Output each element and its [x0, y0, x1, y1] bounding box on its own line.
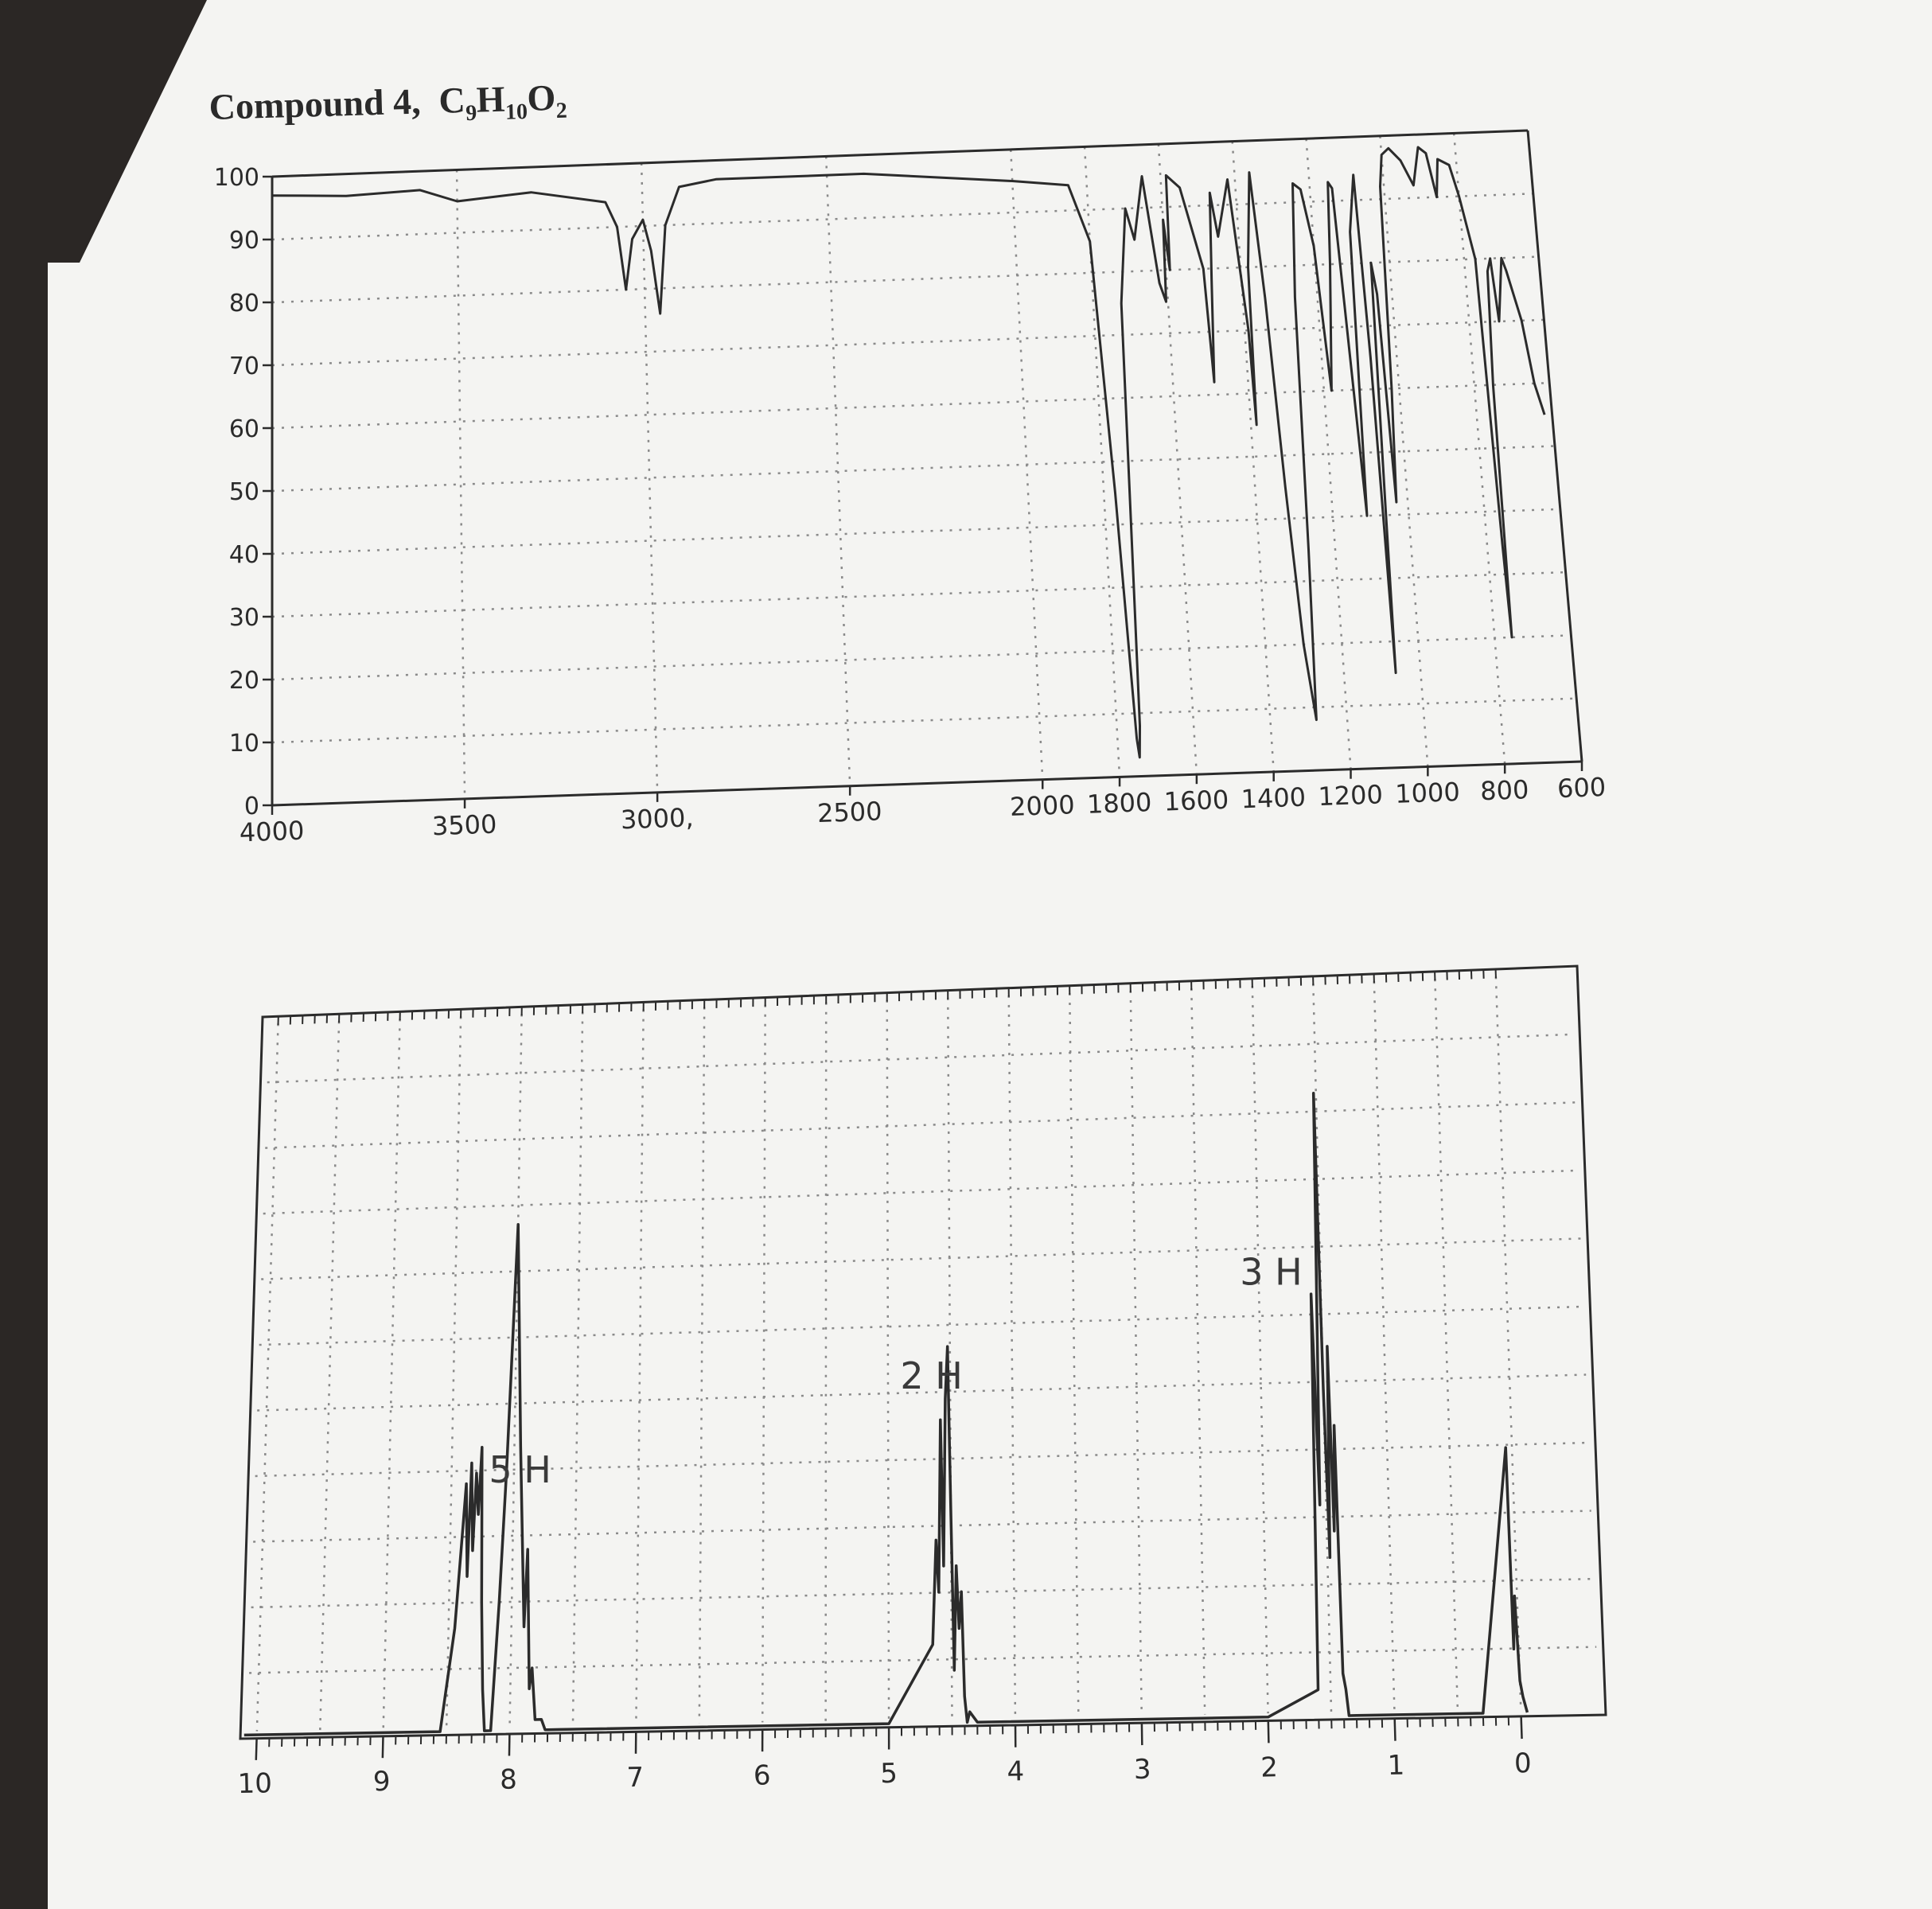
nmr-frame: [239, 964, 1607, 1740]
nmr-grid-line-v: [255, 1023, 279, 1732]
nmr-spectrum-trace: [243, 1092, 1529, 1737]
ir-y-tick-label: 30: [229, 604, 259, 632]
ir-x-tick-label: 4000: [239, 816, 305, 848]
nmr-x-tick-label: 5: [880, 1758, 898, 1790]
nmr-grid-line-h: [251, 1577, 1594, 1609]
formula-carbon-count: 9: [465, 100, 477, 127]
nmr-x-tick-label: 7: [626, 1762, 644, 1794]
nmr-x-tick-label: 8: [500, 1763, 517, 1795]
nmr-x-tick-label: 4: [1007, 1755, 1024, 1787]
nmr-grid-line-v: [1007, 995, 1017, 1718]
nmr-grid-line-v: [508, 1014, 523, 1727]
ir-y-tick-label: 0: [244, 793, 259, 820]
ir-x-tick-label: 600: [1556, 772, 1606, 804]
nmr-x-tick: [1267, 1720, 1270, 1743]
ir-y-tick-label: 90: [229, 227, 259, 255]
nmr-grid-line-v: [445, 1016, 462, 1728]
nmr-x-tick: [1520, 1716, 1523, 1740]
ir-x-tick-label: 800: [1480, 774, 1529, 806]
nmr-x-tick: [1393, 1718, 1396, 1741]
ir-y-tick-label: 50: [229, 478, 259, 506]
ir-grid-line-v: [1231, 141, 1275, 773]
nmr-grid-line-h: [257, 1373, 1587, 1412]
ir-y-tick-label: 40: [229, 541, 259, 569]
ir-grid-line-h: [271, 255, 1539, 304]
ir-y-tick-label: 70: [229, 353, 259, 380]
nmr-grid-line-h: [261, 1237, 1581, 1280]
formula-hydrogen-count: 10: [504, 99, 528, 125]
ir-grid-line-h: [271, 634, 1572, 681]
formula-oxygen: O: [526, 76, 556, 119]
ir-y-tick-label: 60: [229, 415, 259, 443]
nmr-x-tick-label: 3: [1134, 1754, 1151, 1786]
nmr-grid-line-h: [267, 1033, 1574, 1084]
nmr-integration-label: 2 H: [900, 1354, 962, 1397]
nmr-spectrum-chart: 10 9 8 7 6 5 4 3 2 1 05 H2 H3 H: [237, 964, 1607, 1800]
nmr-x-tick-label: 6: [753, 1759, 770, 1791]
ir-y-tick-label: 10: [229, 730, 259, 758]
nmr-x-tick-label: 0: [1514, 1747, 1532, 1779]
ir-grid-line-h: [271, 193, 1533, 241]
nmr-grid-line-v: [1251, 986, 1269, 1714]
formula-hydrogen: H: [476, 78, 506, 120]
nmr-x-tick-label: 1: [1387, 1750, 1404, 1782]
nmr-grid-line-h: [253, 1510, 1591, 1543]
ir-y-tick-label: 80: [229, 290, 259, 318]
nmr-x-tick: [255, 1738, 258, 1760]
nmr-x-tick-label: 10: [237, 1767, 272, 1800]
ir-x-tick-label: 1400: [1241, 782, 1307, 815]
ir-grid-line-v: [1379, 135, 1429, 767]
formula-carbon: C: [438, 80, 466, 121]
ir-spectrum-chart: 0 10 20 30 40 50 60 70 80 90 100 4000 3500 3000, 2500 2…: [214, 129, 1607, 848]
ir-x-tick-label: 1000: [1395, 777, 1461, 809]
nmr-x-tick-label: 9: [372, 1766, 390, 1798]
nmr-x-tick: [381, 1736, 384, 1759]
ir-y-tick-label: 100: [214, 164, 259, 192]
ir-x-tick-label: 3500: [431, 809, 497, 842]
ir-grid-line-v: [1009, 149, 1044, 780]
ir-x-axis: [271, 760, 1583, 807]
nmr-grid-line-v: [319, 1021, 341, 1731]
ir-spectrum-trace: [271, 146, 1546, 759]
ir-x-tick-label: 3000,: [620, 802, 694, 835]
nmr-grid-line-v: [1190, 988, 1206, 1715]
compound-label: Compound 4,: [208, 80, 422, 127]
ir-x-tick-label: 1600: [1163, 785, 1229, 817]
ir-grid-line-v: [1452, 133, 1506, 765]
ir-y-tick-label: 20: [229, 667, 259, 695]
ir-x-tick-label: 1200: [1318, 779, 1384, 812]
nmr-grid-line-h: [259, 1305, 1583, 1346]
nmr-grid-line-v: [1069, 992, 1080, 1717]
ir-grid-line-h: [271, 318, 1544, 367]
ir-x-tick-label: 2500: [816, 796, 882, 828]
page-title: Compound 4, C9H10O2: [208, 76, 567, 134]
ir-grid-line-h: [271, 445, 1556, 493]
molecular-formula: C9H10O2: [429, 76, 568, 126]
ir-x-tick-label: 1800: [1086, 787, 1152, 820]
ir-right-axis: [1526, 130, 1583, 762]
ir-top-axis: [271, 129, 1529, 178]
paper-sheet: [48, 0, 1932, 1909]
nmr-grid-line-v: [382, 1019, 401, 1729]
ir-x-tick-label: 2000: [1009, 789, 1075, 822]
nmr-grid-line-v: [1373, 981, 1396, 1712]
nmr-x-tick-label: 2: [1260, 1751, 1278, 1783]
nmr-integration-label: 5 H: [489, 1448, 551, 1491]
formula-oxygen-count: 2: [555, 98, 568, 123]
nmr-integration-label: 3 H: [1240, 1250, 1302, 1293]
